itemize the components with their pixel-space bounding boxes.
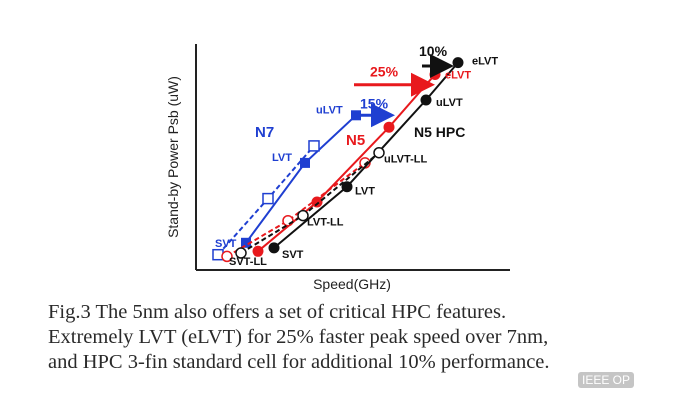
series-4-point-0 xyxy=(268,242,280,254)
label-layer: SVT LVT uLVT N7 eLVT N5 SVT LVT uLVT eLVT N5 HPC SV… xyxy=(215,56,498,268)
y-axis-label: Stand-by Power Psb (uW) xyxy=(165,76,181,238)
series-1-point-1 xyxy=(262,192,274,205)
series-1 xyxy=(212,140,320,261)
series-4-point-0-label: SVT xyxy=(282,249,304,261)
series-2-point-0 xyxy=(252,245,264,257)
series-1-point-0 xyxy=(212,248,224,261)
series-5-point-0 xyxy=(235,247,247,259)
series-4 xyxy=(268,57,464,254)
annotation-2-label: 10% xyxy=(419,43,448,59)
series-5-point-1 xyxy=(297,209,309,222)
series-5 xyxy=(235,146,385,259)
series-0-name-label: N7 xyxy=(255,124,274,141)
series-3-point-1 xyxy=(282,214,294,227)
annotation-layer: 15% 25% 10% xyxy=(354,43,454,128)
series-4-line xyxy=(273,61,459,249)
series-3-point-0 xyxy=(221,250,233,263)
x-axis-label: Speed(GHz) xyxy=(313,276,391,292)
figure-caption: Fig.3 The 5nm also offers a set of criti… xyxy=(48,300,668,375)
annotation-1-label: 25% xyxy=(370,64,399,80)
series-5-point-0-label: SVT-LL xyxy=(229,256,267,268)
series-0-point-2-label: uLVT xyxy=(316,104,343,116)
series-5-point-1-label: LVT-LL xyxy=(307,217,344,229)
series-2-line xyxy=(257,73,436,253)
watermark-badge: IEEE OP xyxy=(578,372,635,388)
series-2-point-3-label: eLVT xyxy=(445,70,471,82)
series-4-point-2 xyxy=(420,94,432,106)
series-5-point-2-label: uLVT-LL xyxy=(384,154,427,166)
series-4-point-3-label: eLVT xyxy=(472,56,498,68)
series-2-point-1 xyxy=(311,196,323,208)
series-0-point-0 xyxy=(241,237,251,248)
series-0-point-1-label: LVT xyxy=(272,152,292,164)
annotation-0-label: 15% xyxy=(360,95,389,111)
caption-line-3: and HPC 3-fin standard cell for addition… xyxy=(48,351,550,373)
caption-line-1: Fig.3 The 5nm also offers a set of criti… xyxy=(48,301,507,323)
series-1-point-2 xyxy=(308,140,320,152)
series-2-point-3 xyxy=(429,69,441,80)
series-4-point-1-label: LVT xyxy=(355,186,375,198)
series-4-name-label: N5 HPC xyxy=(414,124,465,140)
series-0-point-1 xyxy=(300,157,310,168)
chart: Stand-by Power Psb (uW) Speed(GHz) 15% 25… xyxy=(165,43,510,292)
series-4-point-3 xyxy=(452,57,464,69)
axes xyxy=(195,44,510,271)
series-2-point-2 xyxy=(383,121,395,133)
series-layer xyxy=(212,57,464,263)
series-4-point-1 xyxy=(341,181,353,193)
series-3 xyxy=(221,157,371,263)
series-0-point-0-label: SVT xyxy=(215,238,237,250)
series-2-name-label: N5 xyxy=(346,132,365,149)
series-5-point-2 xyxy=(373,146,385,159)
caption-line-2: Extremely LVT (eLVT) for 25% faster peak… xyxy=(48,326,549,348)
series-4-point-2-label: uLVT xyxy=(436,97,463,109)
